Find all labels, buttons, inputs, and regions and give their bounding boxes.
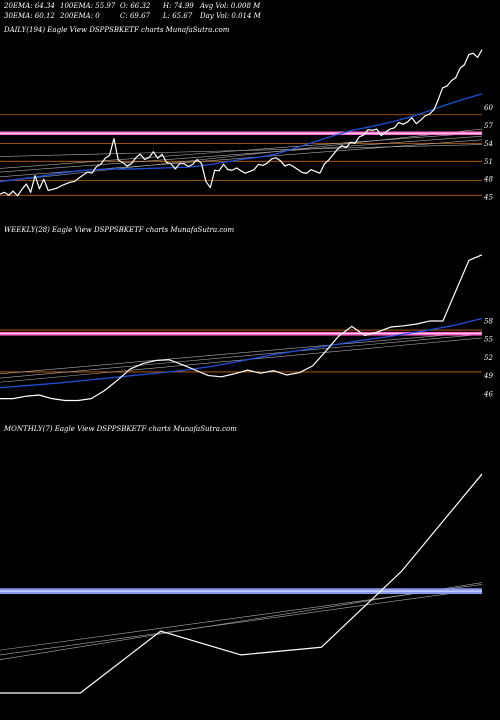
high-label: H: 74.99 — [163, 2, 194, 10]
trend-line — [0, 334, 483, 379]
trend-line — [0, 135, 483, 173]
y-tick-label: 57 — [484, 122, 493, 130]
price-line — [0, 49, 483, 197]
y-tick-label: 55 — [484, 336, 493, 344]
price-line — [0, 254, 483, 402]
ema200-label: 200EMA: 0 — [60, 12, 100, 20]
trend-line — [0, 588, 483, 656]
ema100-label: 100EMA: 55.97 — [60, 2, 116, 10]
daily-chart: 60 57 54 51 48 45 — [0, 49, 493, 202]
close-label: C: 69.67 — [120, 12, 150, 20]
weekly-chart-title: WEEKLY(28) Eagle View DSPPSBKETF charts … — [4, 226, 235, 234]
y-tick-label: 60 — [484, 104, 493, 112]
monthly-chart — [0, 473, 483, 694]
open-label: O: 66.32 — [120, 2, 151, 10]
y-tick-label: 46 — [483, 390, 493, 398]
y-tick-label: 54 — [484, 140, 493, 148]
ema-line — [0, 93, 483, 183]
weekly-chart: 58 55 52 49 46 — [0, 254, 493, 402]
y-tick-label: 51 — [484, 158, 493, 166]
trend-line — [0, 337, 483, 383]
trend-line — [0, 128, 483, 182]
monthly-chart-title: MONTHLY(7) Eagle View DSPPSBKETF charts … — [4, 425, 237, 433]
trend-line — [0, 582, 483, 660]
low-label: L: 65.67 — [163, 12, 193, 20]
y-tick-label: 45 — [483, 194, 493, 202]
y-tick-label: 49 — [483, 372, 493, 380]
trend-line — [0, 331, 483, 375]
ema20-label: 20EMA: 64.34 — [4, 2, 55, 10]
ema30-label: 30EMA: 60.12 — [4, 12, 55, 20]
day-vol-label: Day Vol: 0.014 M — [200, 12, 261, 20]
avg-vol-label: Avg Vol: 0.008 M — [200, 2, 261, 10]
trend-line — [0, 144, 483, 157]
price-line — [0, 473, 483, 694]
y-tick-label: 58 — [484, 317, 493, 325]
daily-chart-title: DAILY(194) Eagle View DSPPSBKETF charts … — [4, 26, 230, 34]
y-tick-label: 52 — [484, 354, 493, 362]
y-tick-label: 48 — [483, 176, 493, 184]
ema-line — [0, 317, 483, 389]
